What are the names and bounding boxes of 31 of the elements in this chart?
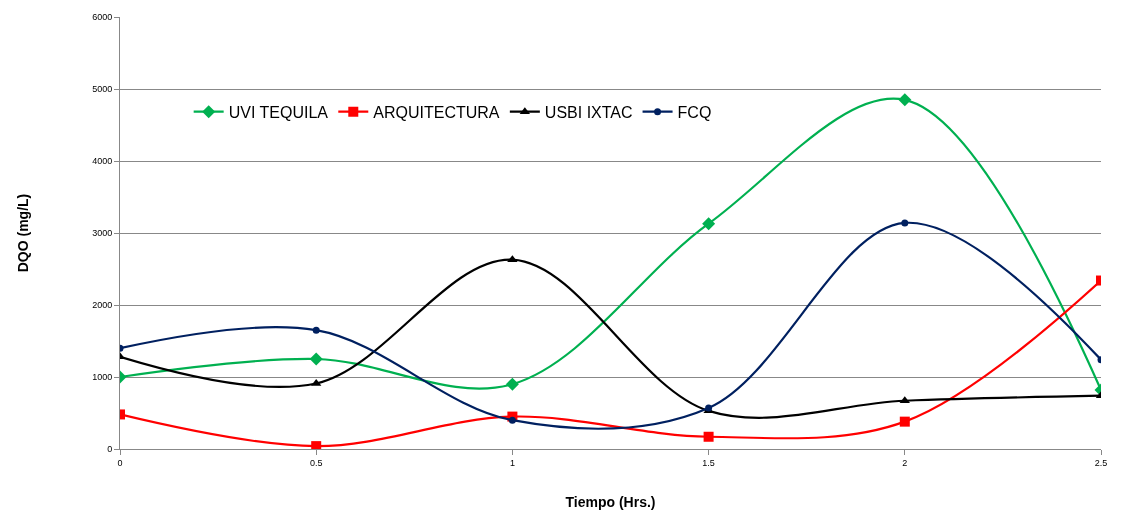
point xyxy=(899,396,910,404)
x-tick-label: 0 xyxy=(117,457,123,468)
y-tick-label: 0 xyxy=(107,444,113,455)
point xyxy=(312,326,320,334)
point xyxy=(899,416,910,427)
point xyxy=(703,431,714,442)
point xyxy=(311,378,322,386)
y-tick-label: 1000 xyxy=(92,372,113,383)
x-tick-label: 1 xyxy=(509,457,515,468)
point xyxy=(309,352,323,366)
x-tick-label: 2 xyxy=(902,457,908,468)
y-tick-label: 2000 xyxy=(92,300,113,311)
legend-label: FCQ xyxy=(677,103,712,121)
x-tick-label: 2.5 xyxy=(1094,457,1108,468)
point xyxy=(505,377,519,391)
x-tick-label: 0.5 xyxy=(309,457,323,468)
point xyxy=(508,416,516,424)
x-tick-label: 1.5 xyxy=(702,457,715,468)
point xyxy=(702,217,716,231)
y-tick-label: 5000 xyxy=(92,84,113,95)
y-tick-label: 3000 xyxy=(92,228,113,239)
x-axis-title: Tiempo (Hrs.) xyxy=(565,494,656,511)
y-tick-label: 6000 xyxy=(92,12,113,23)
y-axis-title: DQO (mg/L) xyxy=(14,193,31,273)
legend-label: UVI TEQUILA xyxy=(228,103,329,121)
point xyxy=(898,93,912,107)
point xyxy=(901,219,909,227)
y-tick-label: 4000 xyxy=(92,156,113,167)
legend-label: USBI IXTAC xyxy=(544,103,633,121)
point xyxy=(311,441,322,449)
legend-label: ARQUITECTURA xyxy=(373,103,500,121)
